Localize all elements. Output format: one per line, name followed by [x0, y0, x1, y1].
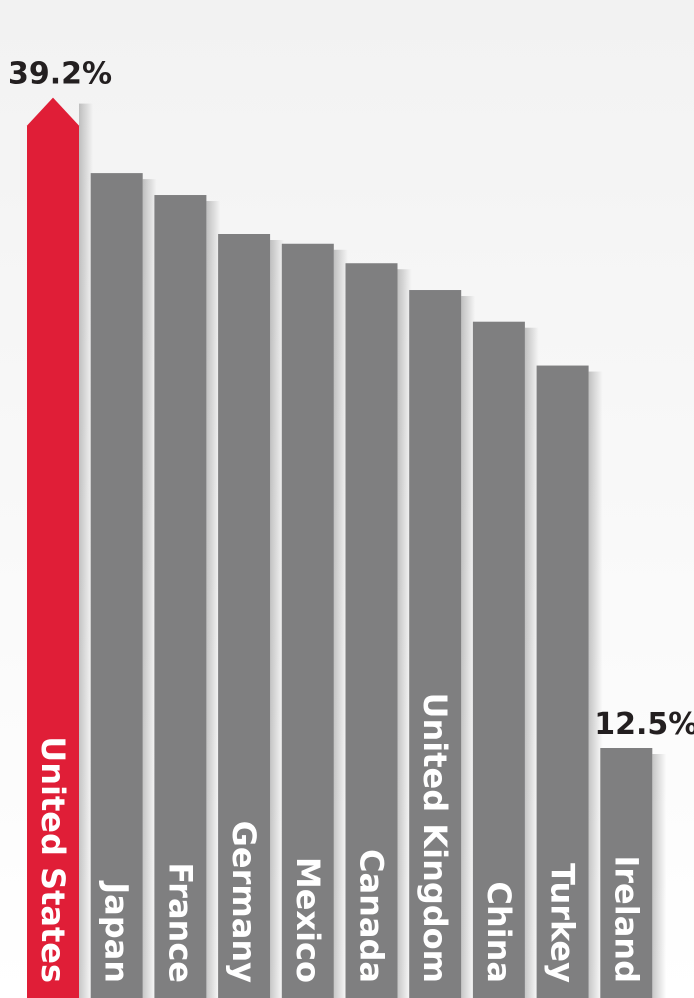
bar-label-united-states: United States: [34, 736, 72, 983]
bar-shadow-ireland: [652, 754, 666, 998]
bar-label-turkey: Turkey: [544, 863, 582, 983]
bar-label-japan: Japan: [98, 880, 136, 983]
bar-label-germany: Germany: [225, 821, 263, 983]
bar-label-china: China: [480, 881, 518, 983]
value-label-united-states: 39.2%: [8, 57, 112, 92]
value-label-ireland: 12.5%: [594, 707, 694, 742]
bar-label-canada: Canada: [353, 849, 391, 983]
bar-label-france: France: [161, 862, 199, 983]
bar-label-mexico: Mexico: [289, 857, 327, 983]
bar-label-united-kingdom: United Kingdom: [416, 693, 454, 983]
bar-japan: [91, 173, 143, 998]
bar-label-ireland: Ireland: [607, 855, 645, 983]
